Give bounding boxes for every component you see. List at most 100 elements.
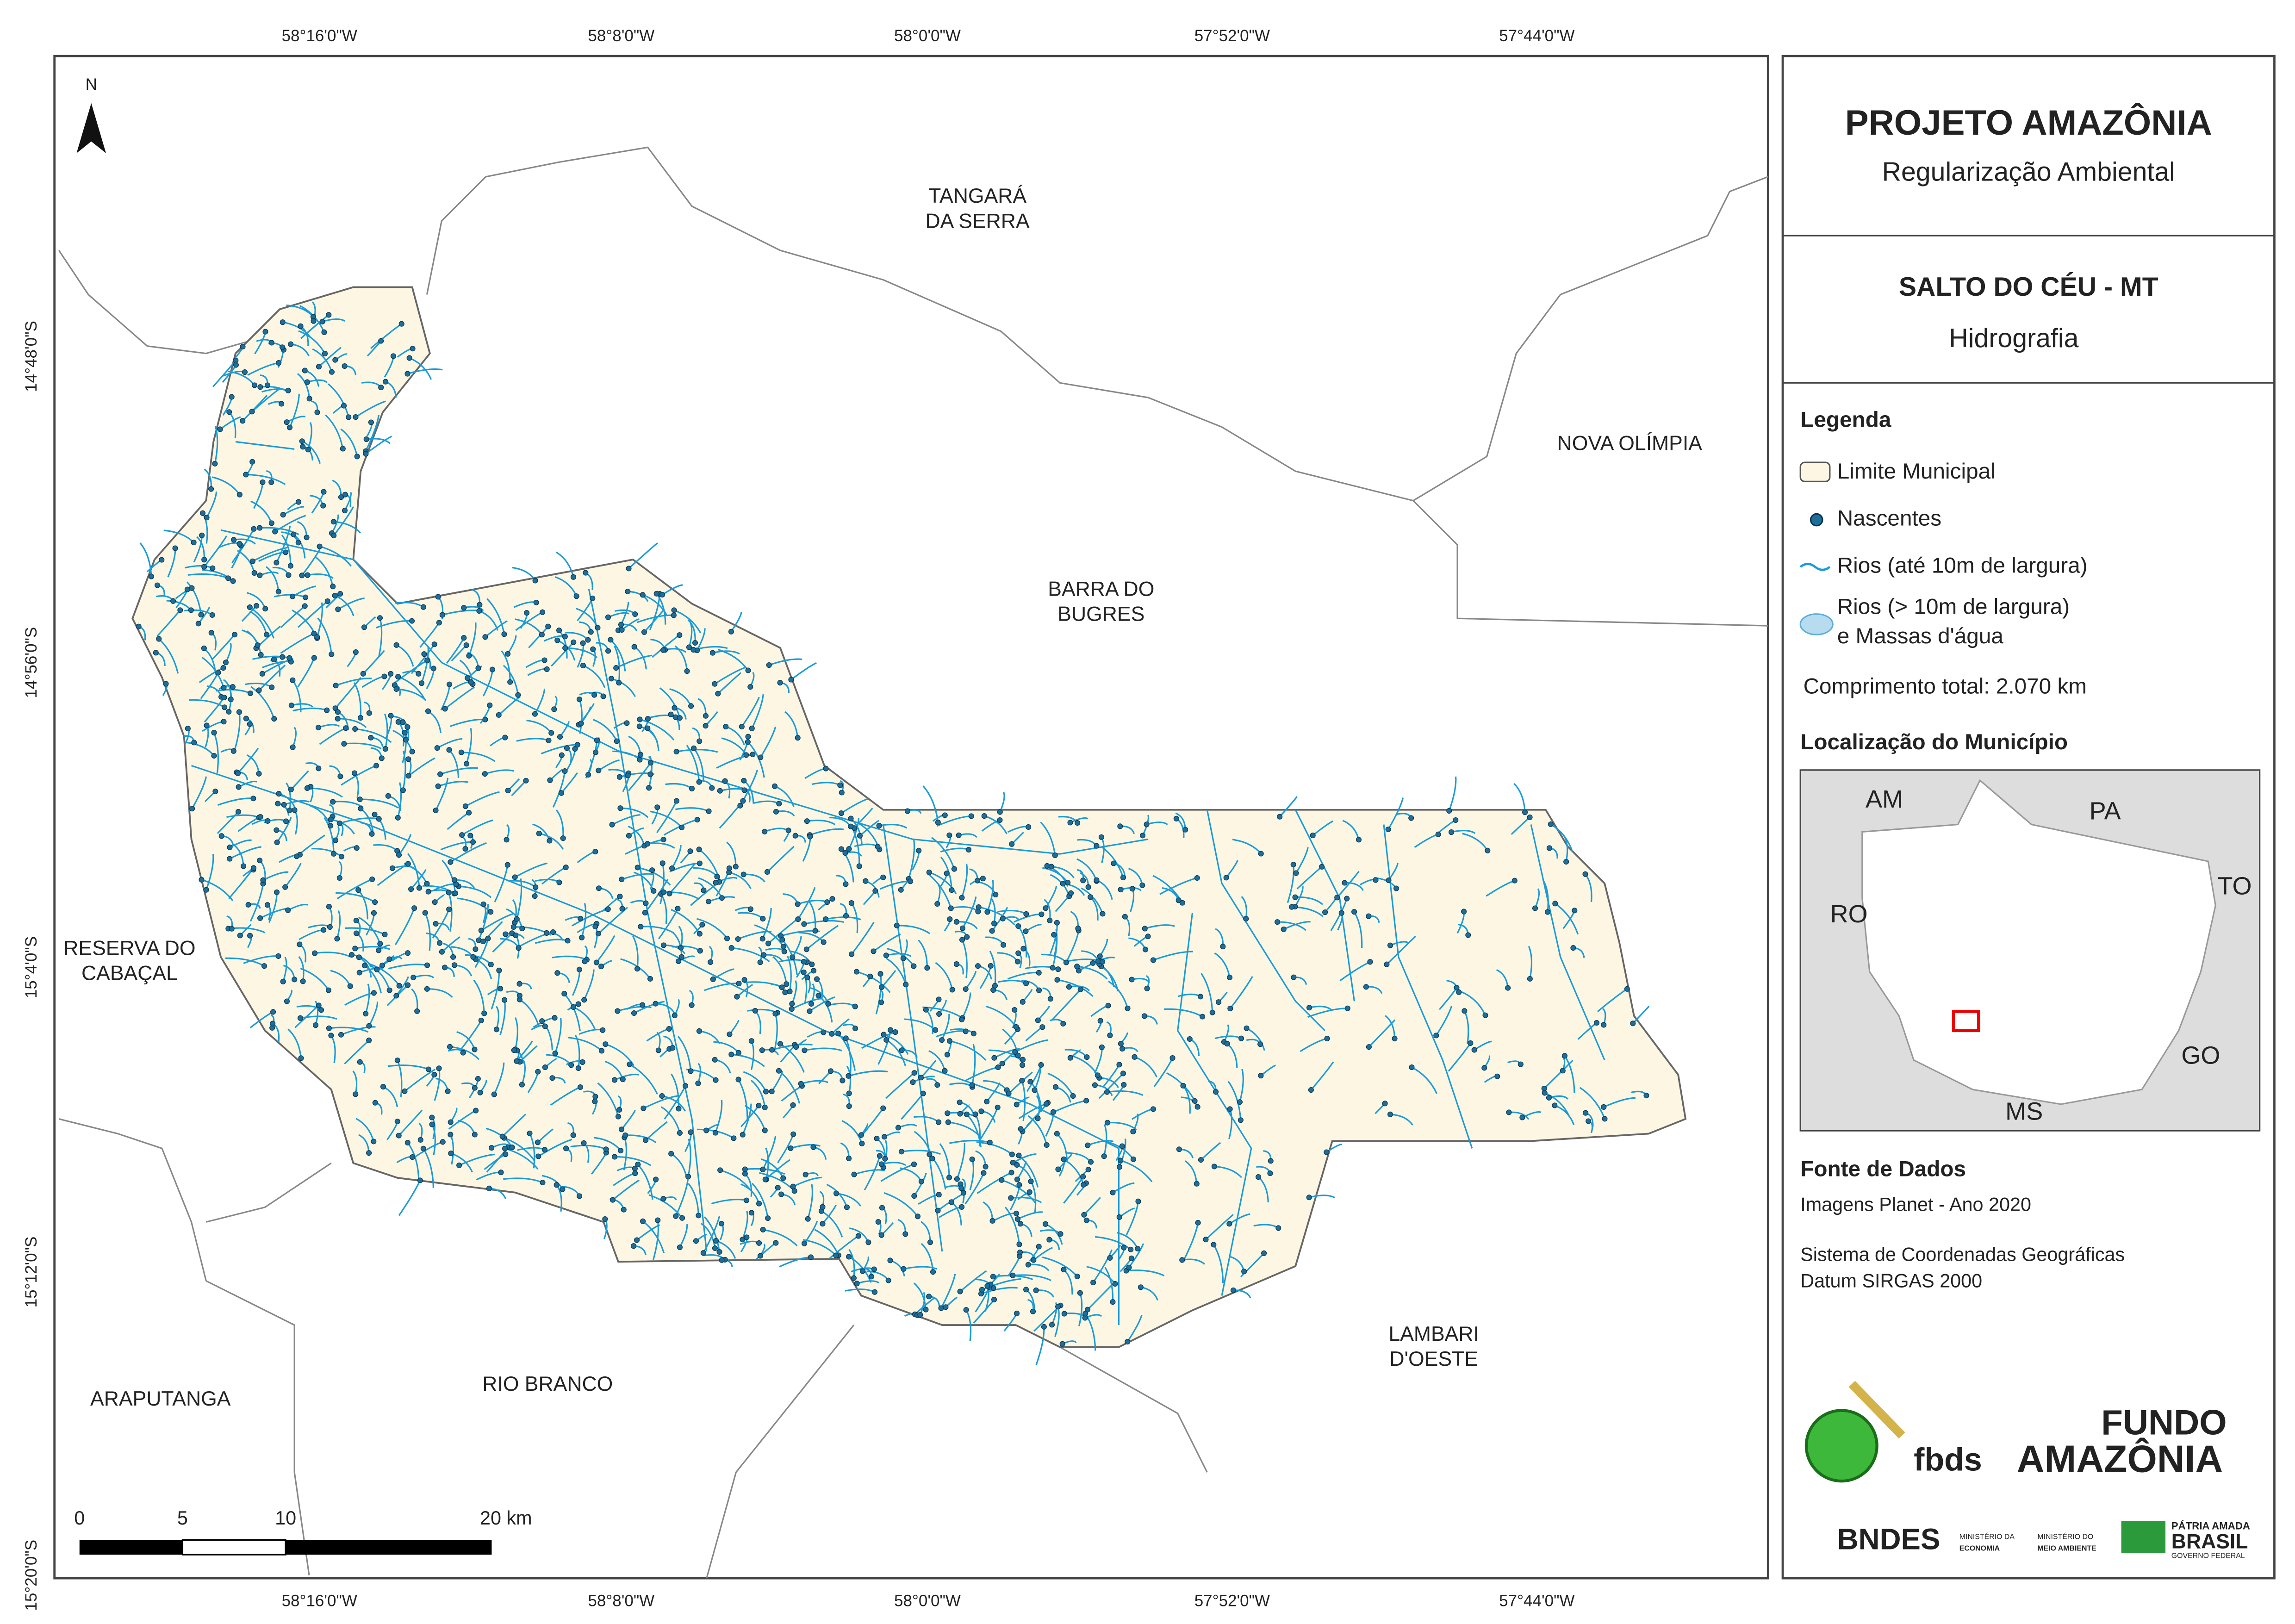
spring <box>935 820 941 826</box>
spring <box>1012 1007 1018 1013</box>
spring <box>226 709 232 715</box>
spring <box>703 723 709 729</box>
spring <box>311 655 317 661</box>
spring <box>969 1082 975 1088</box>
spring <box>1036 1244 1042 1250</box>
spring <box>703 713 709 719</box>
spring <box>715 691 721 697</box>
spring <box>878 984 885 990</box>
stream <box>436 738 463 749</box>
stream <box>344 742 382 749</box>
spring <box>1097 1018 1103 1024</box>
spring <box>280 344 286 350</box>
spring <box>867 973 873 979</box>
spring <box>838 810 844 816</box>
spring <box>321 489 327 495</box>
stream <box>284 800 310 806</box>
stream <box>1435 1005 1453 1036</box>
spring <box>775 1185 781 1191</box>
stream <box>440 767 478 775</box>
stream <box>598 759 620 772</box>
spring <box>747 684 753 690</box>
spring <box>373 763 379 769</box>
stream <box>920 1060 937 1078</box>
spring <box>504 837 510 843</box>
spring <box>451 877 457 883</box>
stream <box>229 846 261 860</box>
spring <box>424 986 430 992</box>
spring <box>1342 880 1348 886</box>
spring <box>1519 1114 1525 1120</box>
stream <box>647 842 675 849</box>
stream <box>765 1159 790 1180</box>
spring <box>539 1018 545 1024</box>
stream <box>751 1080 766 1108</box>
spring <box>1118 1041 1124 1047</box>
stream <box>1164 1008 1203 1018</box>
stream <box>1108 980 1129 1009</box>
spring <box>446 906 452 912</box>
spring <box>581 1140 587 1146</box>
spring <box>643 900 649 906</box>
spring <box>790 954 796 960</box>
spring <box>634 1237 640 1243</box>
spring <box>1213 1089 1219 1095</box>
logo-text: GOVERNO FEDERAL <box>2171 1552 2245 1560</box>
spring <box>640 1218 646 1224</box>
spring <box>276 791 282 797</box>
stream <box>791 997 822 1010</box>
legend-swatch <box>1810 513 1823 527</box>
spring <box>1560 1068 1566 1074</box>
spring <box>757 1253 763 1259</box>
spring <box>1281 926 1287 933</box>
stream <box>485 620 508 638</box>
spring <box>275 801 281 807</box>
spring <box>416 885 422 891</box>
spring <box>846 1073 852 1079</box>
stream <box>1579 1087 1605 1119</box>
stream <box>675 1178 689 1217</box>
place-label: ARAPUTANGA <box>90 1388 231 1410</box>
stream <box>289 393 300 428</box>
spring <box>1456 989 1462 995</box>
spring <box>1601 1022 1607 1028</box>
spring <box>712 681 718 687</box>
spring <box>199 532 205 538</box>
stream <box>621 1110 636 1130</box>
spring <box>317 543 323 549</box>
spring <box>552 1051 558 1057</box>
spring <box>405 982 411 988</box>
stream <box>1126 1269 1165 1276</box>
stream <box>634 1001 665 1014</box>
stream <box>859 820 879 836</box>
spring <box>1015 1052 1021 1058</box>
stream <box>458 885 492 898</box>
spring <box>489 666 496 672</box>
stream <box>807 819 836 825</box>
spring <box>596 767 602 773</box>
spring <box>262 606 268 612</box>
spring <box>524 610 530 616</box>
spring <box>435 594 441 600</box>
spring <box>769 1047 775 1053</box>
spring <box>1267 1170 1273 1176</box>
stream <box>903 1266 938 1270</box>
spring <box>1308 1087 1314 1093</box>
spring <box>436 620 442 626</box>
stream <box>355 728 392 743</box>
spring <box>1020 1062 1026 1068</box>
stream <box>378 617 383 657</box>
spring <box>1373 877 1379 883</box>
spring <box>716 1249 722 1255</box>
spring <box>697 948 703 954</box>
spring <box>622 1132 628 1139</box>
stream <box>1128 1243 1144 1268</box>
spring <box>991 1296 997 1303</box>
stream <box>1295 896 1324 905</box>
stream <box>276 817 292 843</box>
spring <box>763 1089 769 1095</box>
spring <box>1060 1020 1066 1027</box>
spring <box>713 880 719 886</box>
stream <box>341 1026 376 1036</box>
bottom-tick-label: 58°16'0"W <box>282 1592 357 1610</box>
